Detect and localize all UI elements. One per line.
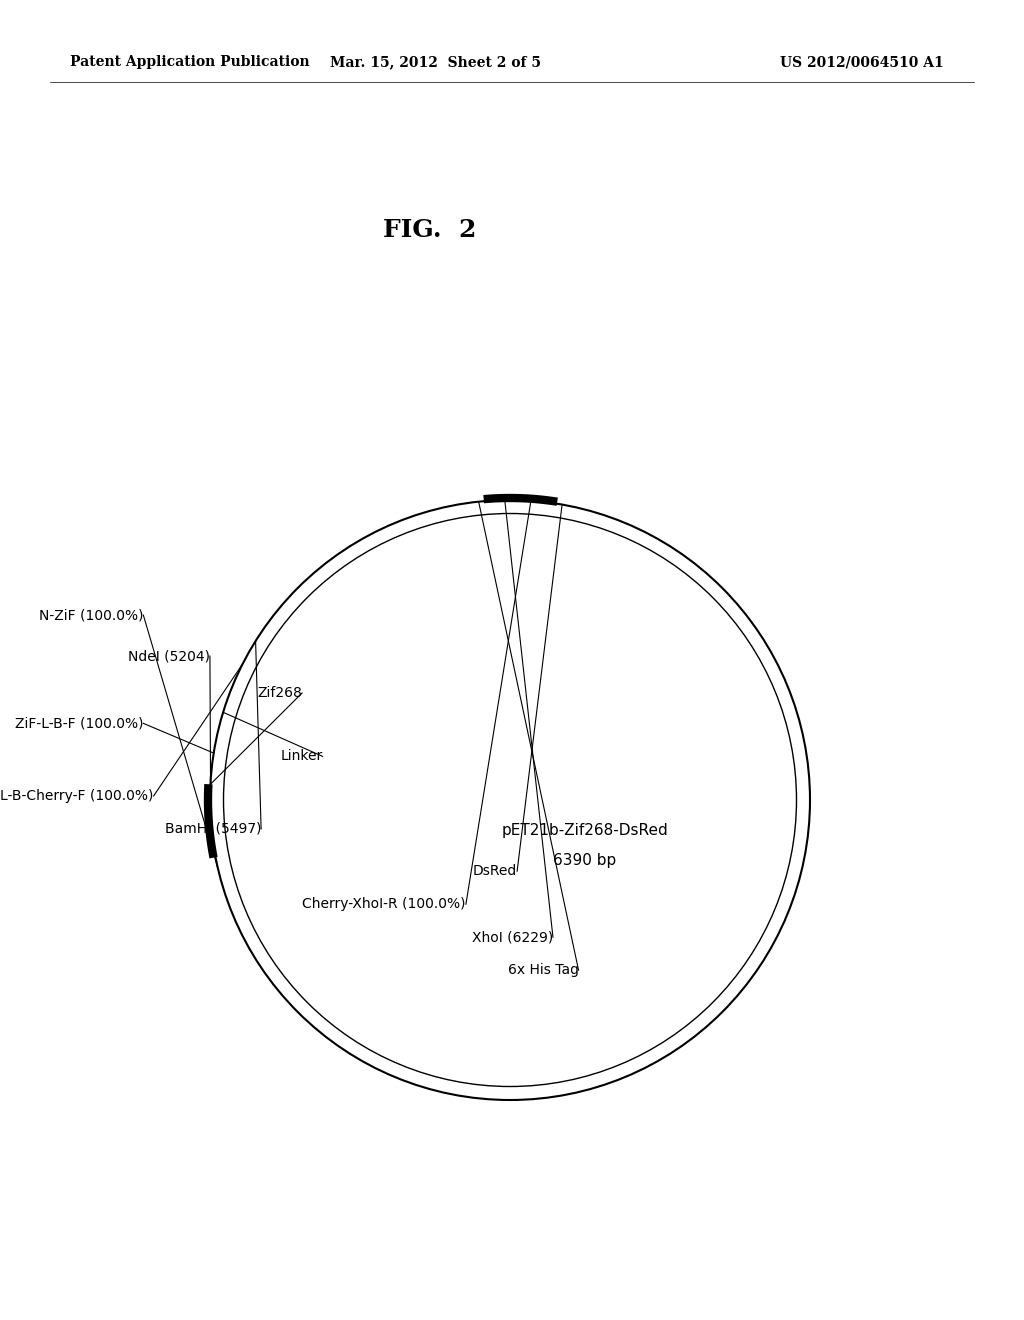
Text: L-B-Cherry-F (100.0%): L-B-Cherry-F (100.0%)	[0, 789, 154, 803]
Text: 6x His Tag: 6x His Tag	[508, 964, 579, 977]
Text: Patent Application Publication: Patent Application Publication	[70, 55, 309, 69]
Text: BamHI (5497): BamHI (5497)	[165, 822, 261, 836]
Text: 6390 bp: 6390 bp	[553, 853, 616, 867]
Text: Zif268: Zif268	[257, 686, 302, 700]
Text: US 2012/0064510 A1: US 2012/0064510 A1	[780, 55, 944, 69]
Text: pET21b-Zif268-DsRed: pET21b-Zif268-DsRed	[502, 822, 669, 837]
Text: Linker: Linker	[281, 750, 323, 763]
Text: Mar. 15, 2012  Sheet 2 of 5: Mar. 15, 2012 Sheet 2 of 5	[330, 55, 541, 69]
Text: XhoI (6229): XhoI (6229)	[472, 931, 553, 944]
Text: FIG.  2: FIG. 2	[383, 218, 477, 242]
Text: DsRed: DsRed	[473, 865, 517, 878]
Text: N-ZiF (100.0%): N-ZiF (100.0%)	[39, 609, 143, 622]
Text: NdeI (5204): NdeI (5204)	[128, 649, 210, 663]
Text: Cherry-XhoI-R (100.0%): Cherry-XhoI-R (100.0%)	[302, 898, 466, 911]
Text: ZiF-L-B-F (100.0%): ZiF-L-B-F (100.0%)	[15, 717, 143, 730]
